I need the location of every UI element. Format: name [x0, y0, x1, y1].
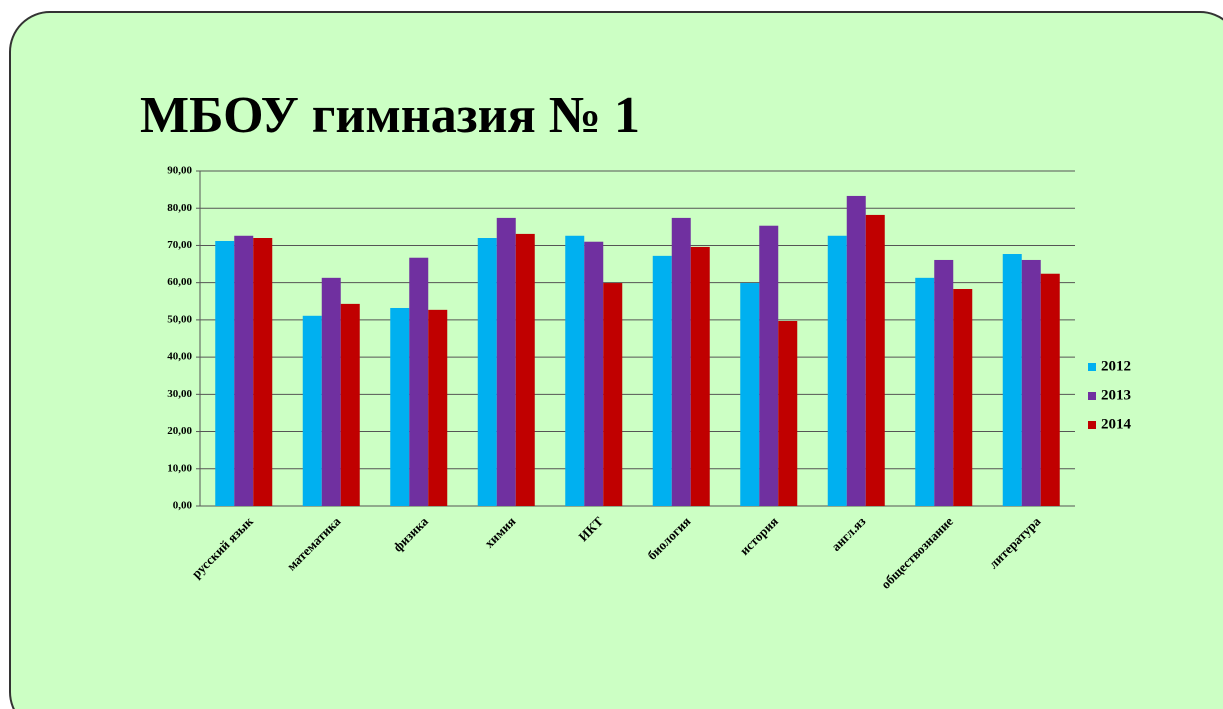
y-tick-label: 80,00	[167, 202, 192, 214]
legend-label: 2014	[1101, 416, 1132, 432]
y-tick-label: 70,00	[167, 239, 192, 251]
bar	[477, 238, 497, 506]
y-tick-label: 30,00	[167, 388, 192, 400]
bar	[740, 283, 760, 506]
legend-label: 2013	[1101, 387, 1131, 403]
bar	[865, 214, 885, 506]
bar	[1002, 254, 1022, 506]
legend-swatch	[1088, 421, 1096, 429]
bar	[1040, 273, 1060, 506]
legend-swatch	[1088, 363, 1096, 371]
bar	[934, 259, 954, 506]
bar	[515, 233, 535, 506]
bar	[302, 315, 322, 506]
chart-title: МБОУ гимназия № 1	[140, 87, 640, 144]
bar	[428, 309, 448, 506]
bar	[234, 235, 254, 506]
bar	[321, 277, 341, 506]
bar	[652, 255, 672, 506]
y-tick-label: 0,00	[173, 500, 193, 512]
bar	[565, 235, 585, 506]
bar	[671, 217, 691, 506]
bar	[1021, 259, 1041, 506]
bar	[496, 217, 516, 506]
legend-label: 2012	[1101, 358, 1131, 374]
bar	[915, 277, 935, 506]
bar	[690, 246, 710, 506]
bar	[215, 240, 235, 506]
bar	[603, 283, 623, 506]
bar	[827, 235, 847, 506]
bar	[409, 257, 429, 506]
y-tick-label: 90,00	[167, 165, 192, 177]
bar	[953, 288, 973, 506]
bar	[340, 303, 360, 506]
y-tick-label: 10,00	[167, 462, 192, 474]
bar	[778, 321, 798, 506]
bar	[846, 195, 866, 506]
y-tick-label: 60,00	[167, 276, 192, 288]
legend-swatch	[1088, 392, 1096, 400]
bar	[759, 225, 779, 506]
bar	[584, 241, 604, 506]
bar	[253, 238, 273, 506]
y-tick-label: 40,00	[167, 351, 192, 363]
y-tick-label: 20,00	[167, 425, 192, 437]
bar	[390, 307, 410, 506]
y-tick-label: 50,00	[167, 313, 192, 325]
